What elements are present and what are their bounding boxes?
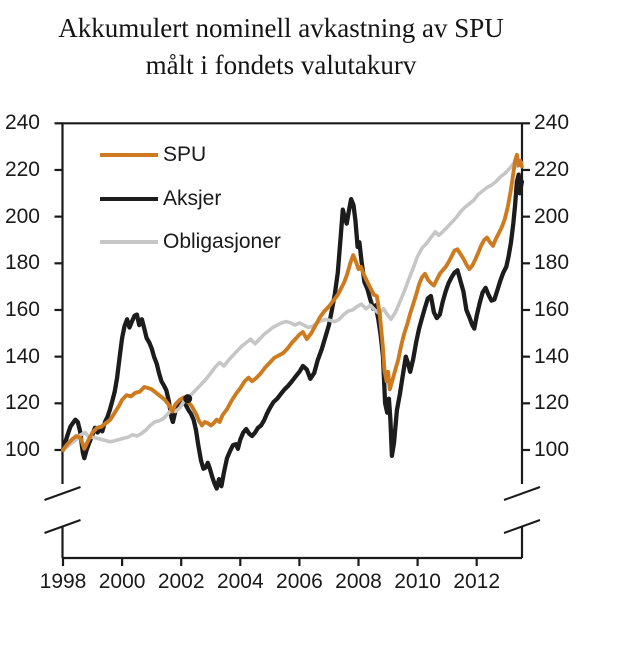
- x-tick-label: 2008: [335, 570, 382, 593]
- y-tick-label-left: 160: [4, 297, 40, 321]
- axis-break-slash-left: [44, 519, 81, 534]
- x-tick-label: 2012: [453, 570, 501, 593]
- y-tick-label-right: 220: [534, 157, 570, 181]
- legend-item-spu: SPU: [100, 143, 206, 167]
- legend-label-obligasjoner: Obligasjoner: [163, 230, 281, 253]
- x-tick-label: 2004: [216, 570, 264, 593]
- x-tick-label: 2000: [98, 570, 146, 593]
- y-tick-label-right: 160: [534, 297, 570, 321]
- legend-item-aksjer: Aksjer: [100, 187, 221, 211]
- y-tick-label-left: 100: [4, 437, 40, 461]
- x-tick-label: 2002: [157, 570, 205, 593]
- legend-line-swatch-spu: [100, 153, 158, 157]
- y-tick-label-left: 180: [4, 251, 40, 275]
- legend-line-swatch-obligasjoner: [100, 240, 158, 244]
- y-tick-label-left: 120: [4, 391, 40, 415]
- y-tick-label-right: 140: [534, 344, 570, 368]
- x-tick-label: 2006: [276, 570, 323, 593]
- x-tick-label: 2010: [394, 570, 441, 593]
- chart-title-line2: målt i fondets valutakurv: [145, 50, 417, 80]
- legend-line-swatch-aksjer: [100, 197, 158, 201]
- y-tick-label-left: 220: [4, 157, 40, 181]
- series-line-obligasjoner: [61, 160, 524, 452]
- y-tick-label-right: 180: [534, 251, 570, 275]
- axis-break-slash-right: [503, 519, 541, 534]
- axis-break-slash-left: [44, 486, 81, 501]
- y-tick-label-right: 240: [534, 111, 570, 135]
- crossing-marker-dot: [183, 394, 193, 404]
- legend-label-spu: SPU: [163, 143, 207, 166]
- x-tick-label: 1998: [39, 570, 87, 593]
- y-tick-label-right: 100: [534, 437, 570, 461]
- y-tick-label-right: 200: [534, 204, 570, 228]
- chart-title-line1: Akkumulert nominell avkastning av SPU: [58, 13, 504, 43]
- y-tick-label-right: 120: [534, 391, 570, 415]
- legend-item-obligasjoner: Obligasjoner: [100, 230, 281, 254]
- y-tick-label-left: 200: [4, 204, 40, 228]
- y-tick-label-left: 240: [4, 111, 40, 135]
- series-line-aksjer: [60, 172, 525, 491]
- axis-break-slash-right: [503, 486, 541, 501]
- series-line-spu: [61, 152, 524, 452]
- chart-title: Akkumulert nominell avkastning av SPU må…: [0, 10, 562, 84]
- legend-label-aksjer: Aksjer: [163, 187, 222, 210]
- y-tick-label-left: 140: [4, 344, 40, 368]
